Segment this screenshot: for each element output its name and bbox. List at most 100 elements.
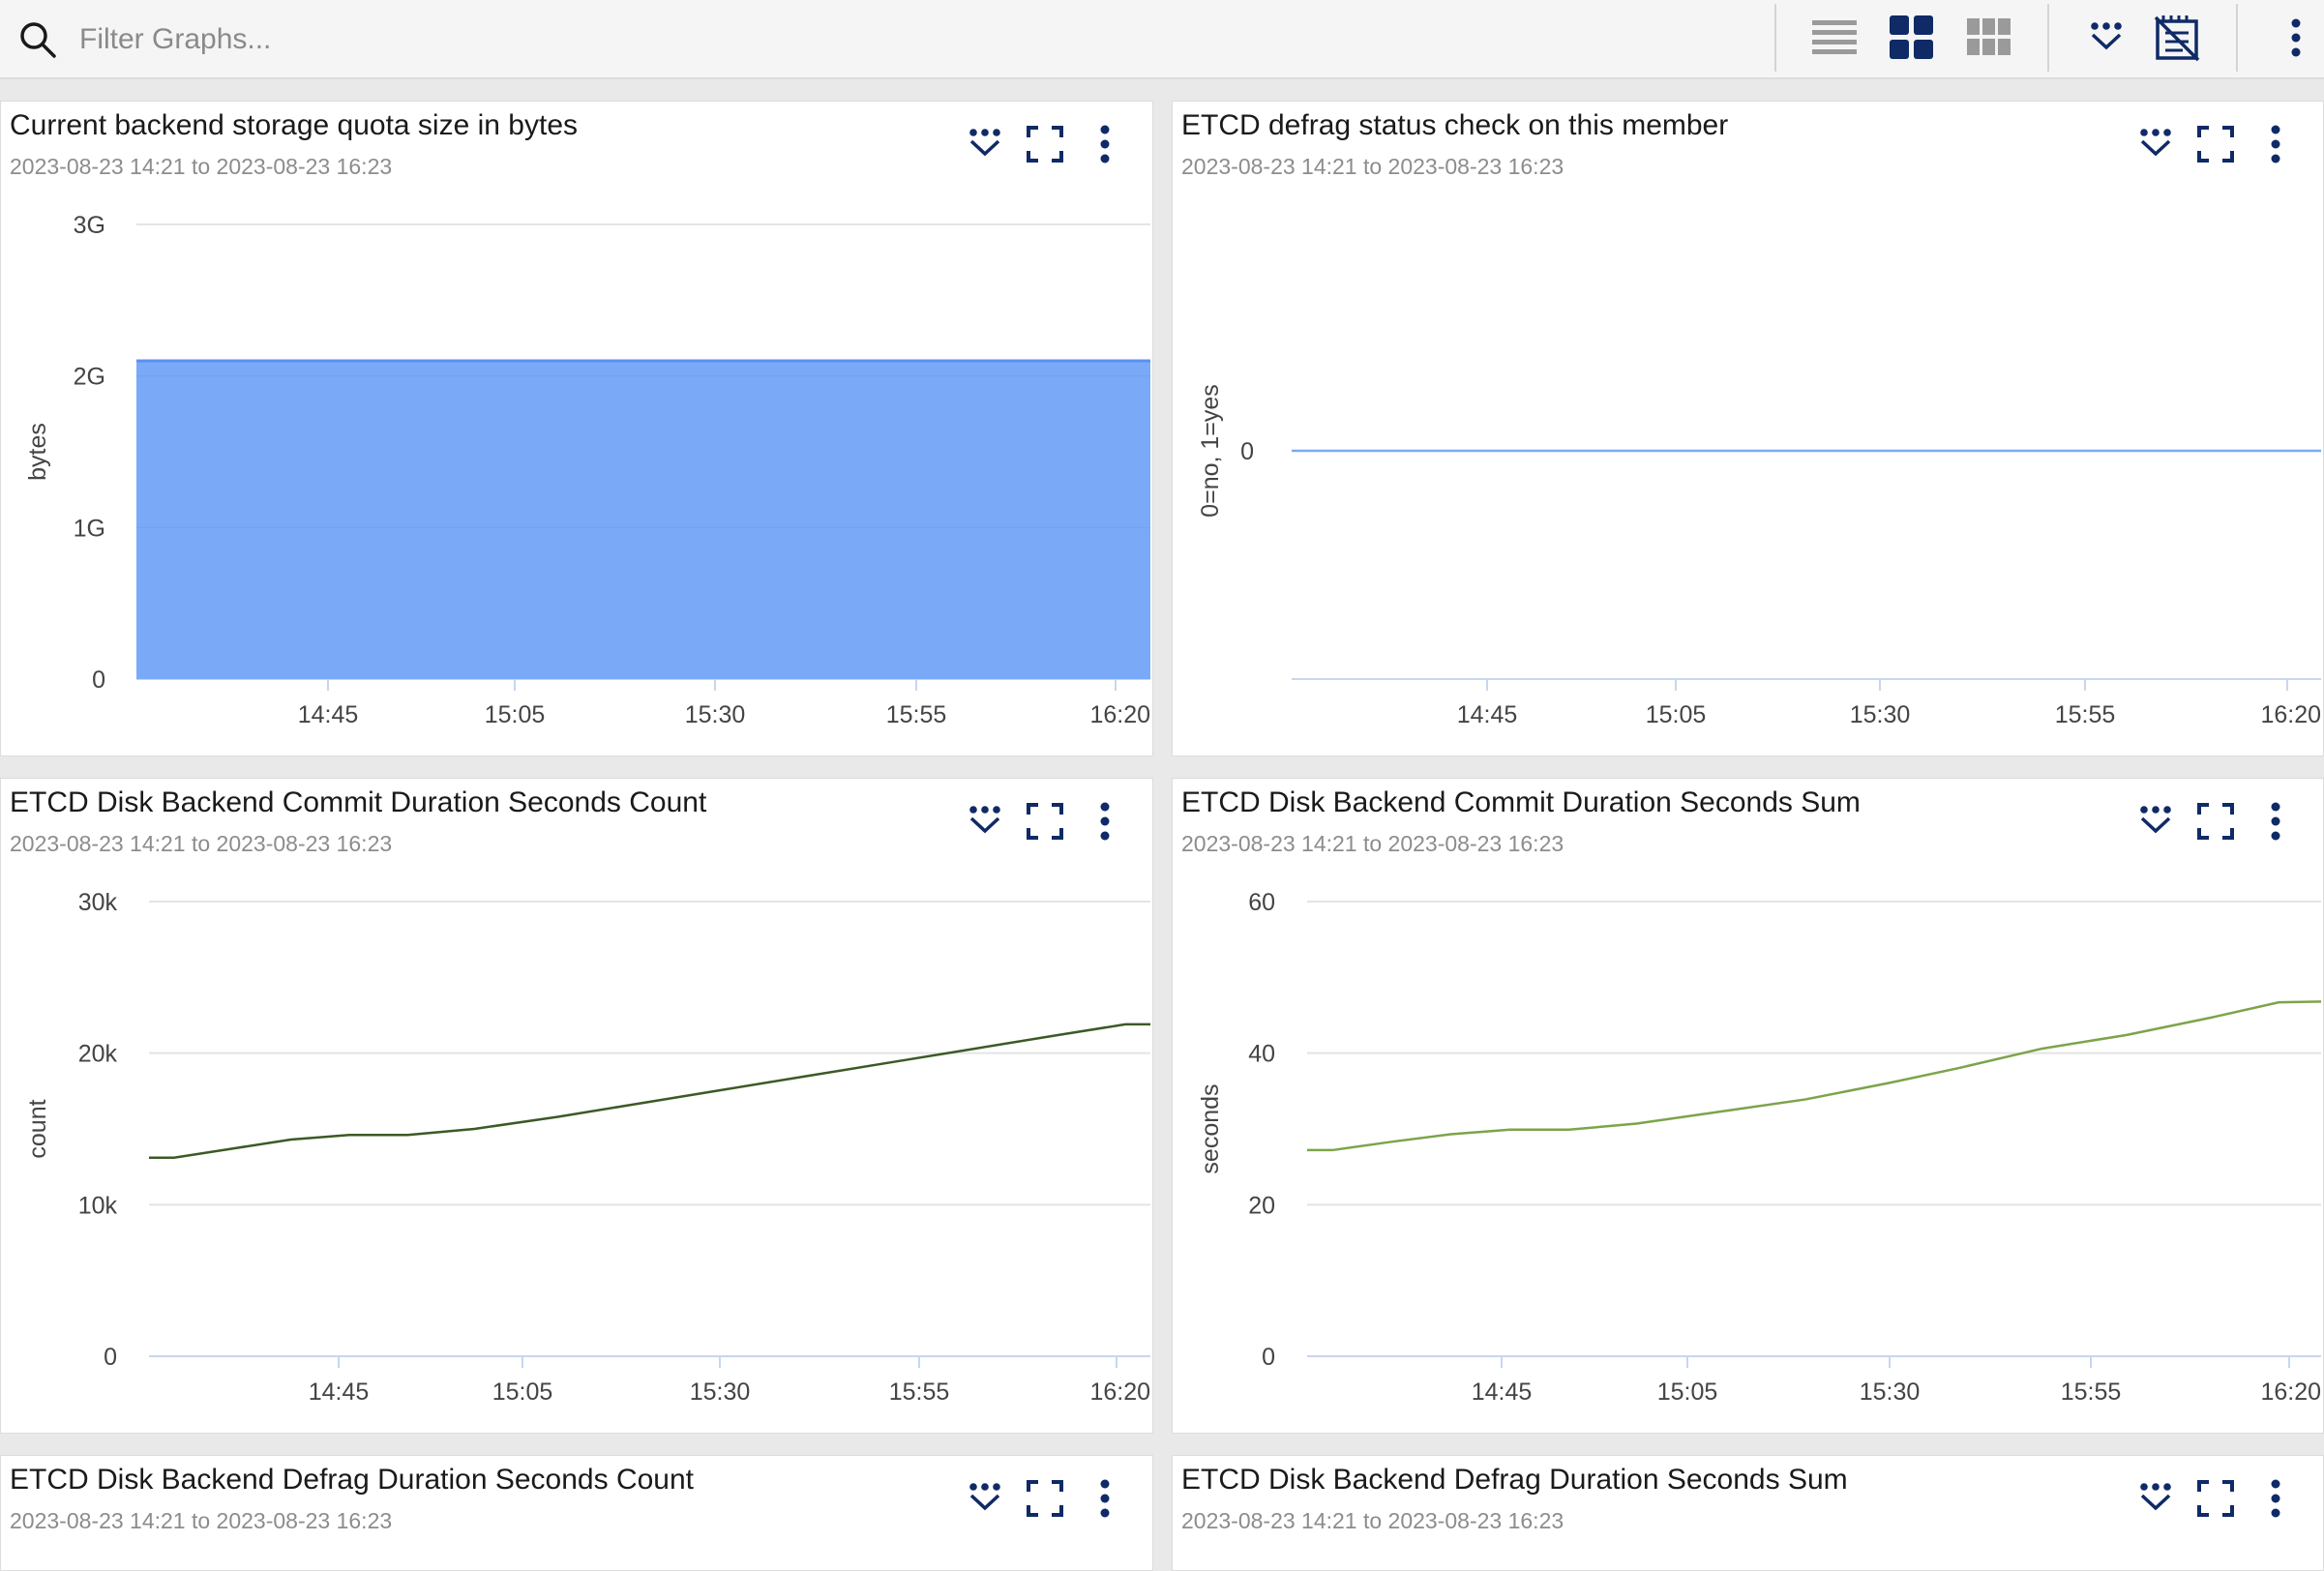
panel-more-button[interactable] xyxy=(2250,1477,2302,1524)
y-tick-label: 20k xyxy=(78,1041,118,1068)
more-vert-icon xyxy=(2290,18,2302,62)
x-tick-label: 15:30 xyxy=(685,701,746,728)
fullscreen-button[interactable] xyxy=(1019,800,1071,846)
x-tick-label: 16:20 xyxy=(2260,701,2321,728)
x-tick-label: 14:45 xyxy=(309,1378,370,1406)
more-vert-icon xyxy=(2270,125,2281,168)
y-tick-label: 0 xyxy=(92,667,105,694)
hide-graphs-button[interactable] xyxy=(2151,14,2203,66)
panel-time-range: 2023-08-23 14:21 to 2023-08-23 16:23 xyxy=(10,831,393,856)
panel-time-range: 2023-08-23 14:21 to 2023-08-23 16:23 xyxy=(1181,154,1564,179)
x-tick-label: 15:05 xyxy=(492,1378,553,1406)
search-icon[interactable] xyxy=(17,19,58,60)
fullscreen-icon xyxy=(1027,1479,1063,1522)
graph-panel: ETCD Disk Backend Defrag Duration Second… xyxy=(1172,1455,2324,1571)
collapse-all-button[interactable] xyxy=(2080,14,2132,66)
chart: 0 20 40 60 14:45 15:05 15:30 15:55 16:20 seconds xyxy=(1197,889,2322,1406)
two-column-view-button[interactable] xyxy=(1886,14,1938,66)
collapse-icon xyxy=(966,805,1004,843)
panel-time-range: 2023-08-23 14:21 to 2023-08-23 16:23 xyxy=(10,154,393,179)
fullscreen-button[interactable] xyxy=(1019,123,1071,169)
filter-graphs-input[interactable] xyxy=(77,15,662,64)
fullscreen-icon xyxy=(1027,125,1063,167)
collapse-panel-button[interactable] xyxy=(2130,800,2182,846)
x-tick-label: 16:20 xyxy=(1089,701,1150,728)
y-tick-label: 3G xyxy=(74,212,105,239)
panel-title: ETCD Disk Backend Defrag Duration Second… xyxy=(10,1464,694,1496)
fullscreen-button[interactable] xyxy=(1019,1477,1071,1524)
fullscreen-icon xyxy=(2197,1479,2234,1522)
y-tick-label: 60 xyxy=(1248,889,1275,916)
more-vert-icon xyxy=(2270,802,2281,845)
fullscreen-icon xyxy=(1027,802,1063,845)
panel-time-range: 2023-08-23 14:21 to 2023-08-23 16:23 xyxy=(1181,1508,1564,1533)
toolbar-divider xyxy=(1774,4,1776,72)
panel-more-button[interactable] xyxy=(2250,123,2302,169)
x-tick-label: 15:30 xyxy=(1850,701,1911,728)
collapse-panel-button[interactable] xyxy=(959,800,1011,846)
list-view-icon xyxy=(1812,18,1857,62)
fullscreen-icon xyxy=(2197,802,2234,845)
x-tick-label: 14:45 xyxy=(1472,1378,1533,1406)
x-tick-label: 16:20 xyxy=(1089,1378,1150,1406)
y-tick-label: 10k xyxy=(78,1192,118,1219)
graph-panel: Current backend storage quota size in by… xyxy=(0,101,1153,756)
y-axis-label: count xyxy=(24,1099,51,1158)
hide-panel-icon xyxy=(2154,14,2200,67)
y-axis-label: bytes xyxy=(24,423,51,481)
series-line xyxy=(1307,1000,2322,1152)
collapse-panel-button[interactable] xyxy=(959,123,1011,169)
collapse-icon xyxy=(2136,805,2175,843)
x-tick-label: 15:30 xyxy=(1860,1378,1921,1406)
more-vert-icon xyxy=(2270,1479,2281,1523)
three-column-view-button[interactable] xyxy=(1963,14,2015,66)
y-tick-label: 2G xyxy=(74,364,105,391)
x-tick-label: 15:55 xyxy=(889,1378,950,1406)
fullscreen-button[interactable] xyxy=(2190,1477,2242,1524)
grid-2-icon xyxy=(1890,15,1934,65)
y-axis-label: seconds xyxy=(1197,1083,1224,1173)
y-tick-label: 30k xyxy=(78,889,118,916)
collapse-icon xyxy=(966,128,1004,165)
collapse-icon xyxy=(2136,128,2175,165)
collapse-icon xyxy=(2087,21,2126,59)
panel-time-range: 2023-08-23 14:21 to 2023-08-23 16:23 xyxy=(1181,831,1564,856)
collapse-panel-button[interactable] xyxy=(2130,1477,2182,1524)
list-view-button[interactable] xyxy=(1808,14,1861,66)
collapse-panel-button[interactable] xyxy=(2130,123,2182,169)
fullscreen-button[interactable] xyxy=(2190,123,2242,169)
graph-panel: ETCD Disk Backend Defrag Duration Second… xyxy=(0,1455,1153,1571)
y-tick-label: 0 xyxy=(1240,438,1254,465)
y-axis-label: 0=no, 1=yes xyxy=(1197,384,1224,518)
more-vert-icon xyxy=(1099,125,1111,168)
filter-toolbar xyxy=(0,0,2324,79)
y-tick-label: 20 xyxy=(1248,1192,1275,1219)
series-line xyxy=(149,1023,1150,1160)
more-vert-icon xyxy=(1099,802,1111,845)
x-tick-label: 15:55 xyxy=(2061,1378,2122,1406)
panel-title: ETCD Disk Backend Commit Duration Second… xyxy=(10,786,707,818)
panel-more-button[interactable] xyxy=(2250,800,2302,846)
area-fill xyxy=(136,361,1150,679)
graph-panel: ETCD defrag status check on this member … xyxy=(1172,101,2324,756)
panel-more-button[interactable] xyxy=(1079,123,1131,169)
x-tick-label: 15:05 xyxy=(485,701,546,728)
x-tick-label: 14:45 xyxy=(298,701,359,728)
toolbar-more-button[interactable] xyxy=(2270,14,2322,66)
chart: 0 1G 2G 3G 14:45 15:05 15:30 15:55 16:20 bytes xyxy=(24,212,1150,728)
collapse-icon xyxy=(2136,1482,2175,1520)
toolbar-divider xyxy=(2047,4,2049,72)
y-tick-label: 1G xyxy=(74,515,105,542)
panel-title: ETCD defrag status check on this member xyxy=(1181,109,1729,141)
x-tick-label: 14:45 xyxy=(1457,701,1518,728)
more-vert-icon xyxy=(1099,1479,1111,1523)
y-tick-label: 0 xyxy=(104,1344,117,1371)
panel-more-button[interactable] xyxy=(1079,800,1131,846)
collapse-panel-button[interactable] xyxy=(959,1477,1011,1524)
fullscreen-icon xyxy=(2197,125,2234,167)
fullscreen-button[interactable] xyxy=(2190,800,2242,846)
panel-more-button[interactable] xyxy=(1079,1477,1131,1524)
x-tick-label: 15:55 xyxy=(2055,701,2116,728)
toolbar-divider xyxy=(2236,4,2238,72)
y-tick-label: 40 xyxy=(1248,1041,1275,1068)
